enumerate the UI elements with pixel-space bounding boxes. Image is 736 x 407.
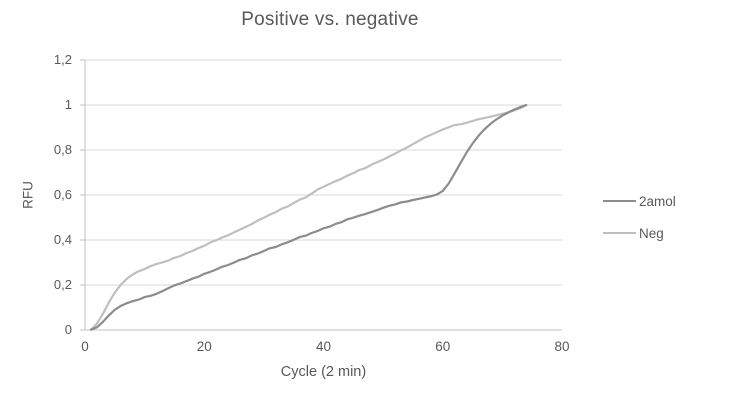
x-axis-tick-label: 60 bbox=[435, 339, 451, 354]
x-axis-tick-label: 20 bbox=[196, 339, 212, 354]
legend-label: 2amol bbox=[639, 193, 676, 209]
y-axis-tick-label: 0,8 bbox=[53, 142, 72, 157]
legend-item-neg: Neg bbox=[603, 224, 676, 242]
chart-title: Positive vs. negative bbox=[241, 9, 419, 30]
legend-line-swatch-neg bbox=[603, 231, 636, 235]
legend-label: Neg bbox=[639, 225, 664, 241]
y-axis-tick-label: 0,2 bbox=[53, 277, 72, 292]
y-axis-tick-label: 0,6 bbox=[53, 187, 72, 202]
series-line-2amol bbox=[89, 103, 528, 331]
y-axis-tick-label: 0 bbox=[64, 322, 72, 337]
y-axis-tick-label: 1 bbox=[64, 97, 72, 112]
y-axis-tick-label: 1,2 bbox=[53, 52, 72, 67]
legend: 2amol Neg bbox=[603, 192, 676, 256]
x-axis-tick-label: 40 bbox=[315, 339, 332, 354]
legend-line-swatch-2amol bbox=[603, 199, 636, 203]
x-axis-title: Cycle (2 min) bbox=[280, 364, 367, 380]
y-axis-title: RFU bbox=[20, 181, 36, 209]
x-axis-tick-label: 80 bbox=[554, 339, 570, 354]
legend-item-2amol: 2amol bbox=[603, 192, 676, 210]
x-axis-tick-label: 0 bbox=[81, 339, 89, 354]
y-axis-tick-label: 0,4 bbox=[53, 232, 72, 247]
series-line-neg bbox=[89, 103, 528, 331]
